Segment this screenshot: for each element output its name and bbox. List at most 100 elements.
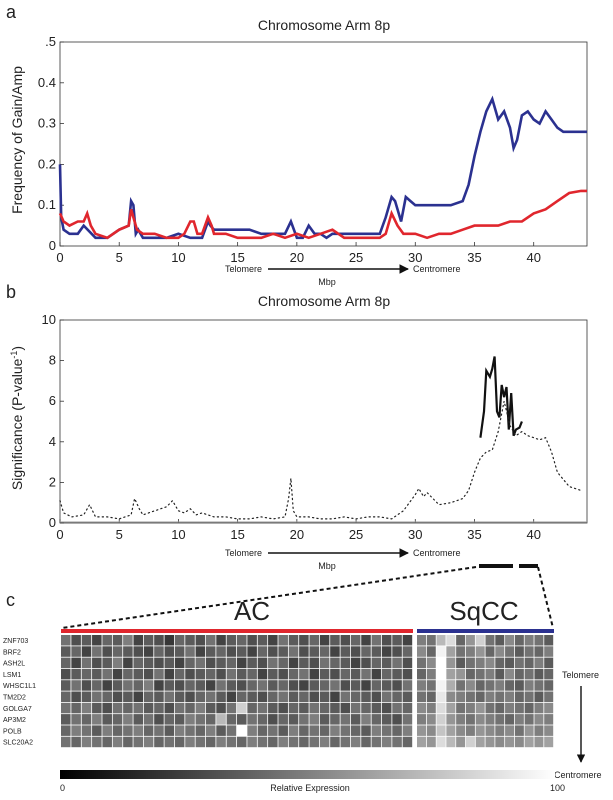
heatmap-cell bbox=[123, 714, 133, 725]
heatmap-cell bbox=[426, 657, 436, 669]
heatmap-cell bbox=[174, 635, 185, 646]
heatmap-cell bbox=[143, 680, 154, 691]
heatmap-cell bbox=[361, 657, 371, 669]
panel-a-ytick-label: .5 bbox=[45, 34, 56, 49]
heatmap-cell bbox=[205, 714, 216, 725]
heatmap-cell bbox=[381, 725, 392, 736]
heatmap-cell bbox=[436, 725, 446, 736]
heatmap-cell bbox=[524, 691, 534, 702]
heatmap-cell bbox=[185, 646, 195, 657]
heatmap-cell bbox=[257, 714, 268, 725]
heatmap-cell bbox=[112, 657, 123, 669]
heatmap-cell bbox=[340, 714, 351, 725]
gene-label: SLC20A2 bbox=[3, 740, 33, 747]
heatmap-cell bbox=[174, 714, 185, 725]
heatmap-cell bbox=[514, 702, 524, 714]
group-bar-1 bbox=[417, 629, 554, 633]
heatmap-cell bbox=[237, 646, 247, 657]
heatmap-cell bbox=[278, 714, 288, 725]
panel-a-centromere-label: Centromere bbox=[413, 264, 461, 274]
heatmap-cell bbox=[216, 725, 226, 736]
heatmap-cell bbox=[350, 736, 361, 748]
heatmap-cell bbox=[61, 668, 71, 680]
heatmap-cell bbox=[361, 725, 371, 736]
heatmap-cell bbox=[123, 725, 133, 736]
heatmap-cell bbox=[237, 736, 247, 748]
heatmap-cell bbox=[402, 691, 413, 702]
heatmap-cell bbox=[544, 725, 554, 736]
heatmap-cell bbox=[164, 635, 175, 646]
panel-a-xtick-label: 5 bbox=[116, 250, 123, 265]
heatmap-cell bbox=[174, 736, 185, 748]
heatmap-cell bbox=[164, 714, 175, 725]
heatmap-cell bbox=[288, 736, 299, 748]
heatmap-cell bbox=[534, 635, 544, 646]
panel-a-ytick-label: 0.2 bbox=[38, 156, 56, 171]
heatmap-cell bbox=[426, 635, 436, 646]
heatmap-cell bbox=[544, 702, 554, 714]
colorbar-min: 0 bbox=[60, 783, 65, 793]
heatmap-cell bbox=[71, 714, 81, 725]
heatmap-cell bbox=[71, 668, 81, 680]
heatmap-cell bbox=[288, 635, 299, 646]
heatmap-cell bbox=[61, 714, 71, 725]
gene-label: AP3M2 bbox=[3, 717, 26, 724]
zoom-line-right bbox=[537, 566, 554, 629]
heatmap-cell bbox=[164, 680, 175, 691]
heatmap-cell bbox=[143, 725, 154, 736]
heatmap-cell bbox=[226, 657, 237, 669]
heatmap-cell bbox=[392, 635, 402, 646]
heatmap-cell bbox=[514, 680, 524, 691]
panel-a-xtick-label: 20 bbox=[290, 250, 304, 265]
panel-a-plot-frame bbox=[59, 41, 588, 247]
heatmap-cell bbox=[216, 657, 226, 669]
heatmap-cell bbox=[154, 657, 164, 669]
heatmap-cell bbox=[426, 646, 436, 657]
heatmap-cell bbox=[71, 702, 81, 714]
heatmap-cell bbox=[61, 702, 71, 714]
heatmap-cell bbox=[133, 714, 144, 725]
panel-b-ylabel: Significance (P-value-1) bbox=[9, 346, 25, 490]
heatmap-cell bbox=[102, 736, 112, 748]
heatmap-cell bbox=[226, 725, 237, 736]
heatmap-cell bbox=[402, 635, 413, 646]
heatmap-cell bbox=[299, 714, 309, 725]
heatmap-cell bbox=[475, 635, 485, 646]
heatmap-cell bbox=[350, 635, 361, 646]
heatmap-cell bbox=[102, 668, 112, 680]
heatmap-cell bbox=[143, 691, 154, 702]
heatmap-cell bbox=[71, 680, 81, 691]
heatmap-cell bbox=[350, 668, 361, 680]
heatmap-cell bbox=[402, 657, 413, 669]
panel-a-ytick-label: 0.3 bbox=[38, 116, 56, 131]
heatmap-cell bbox=[381, 702, 392, 714]
heatmap-cell bbox=[257, 635, 268, 646]
panel-a-ylabel: Frequency of Gain/Amp bbox=[9, 66, 25, 214]
heatmap-cell bbox=[226, 646, 237, 657]
heatmap-cell bbox=[102, 714, 112, 725]
heatmap-cell bbox=[417, 635, 426, 646]
heatmap-cell bbox=[247, 657, 257, 669]
heatmap-cell bbox=[436, 657, 446, 669]
heatmap-cell bbox=[112, 668, 123, 680]
heatmap-cell bbox=[133, 680, 144, 691]
heatmap-cell bbox=[309, 736, 320, 748]
colorbar bbox=[60, 770, 555, 779]
heatmap-cell bbox=[92, 668, 102, 680]
heatmap-cell bbox=[112, 680, 123, 691]
heatmap-cell bbox=[133, 691, 144, 702]
panel-b-ytick-label: 6 bbox=[49, 393, 56, 408]
heatmap-cell bbox=[392, 702, 402, 714]
heatmap-cell bbox=[237, 635, 247, 646]
heatmap-cell bbox=[299, 646, 309, 657]
heatmap-cell bbox=[350, 691, 361, 702]
heatmap-cell bbox=[195, 635, 206, 646]
heatmap-cell bbox=[495, 691, 505, 702]
panel-b-series-line bbox=[59, 401, 582, 520]
heatmap-cell bbox=[446, 668, 456, 680]
heatmap-cell bbox=[299, 702, 309, 714]
heatmap-cell bbox=[205, 680, 216, 691]
panel-b-ytick-label: 10 bbox=[42, 312, 56, 327]
heatmap-cell bbox=[340, 657, 351, 669]
heatmap-cell bbox=[371, 657, 382, 669]
